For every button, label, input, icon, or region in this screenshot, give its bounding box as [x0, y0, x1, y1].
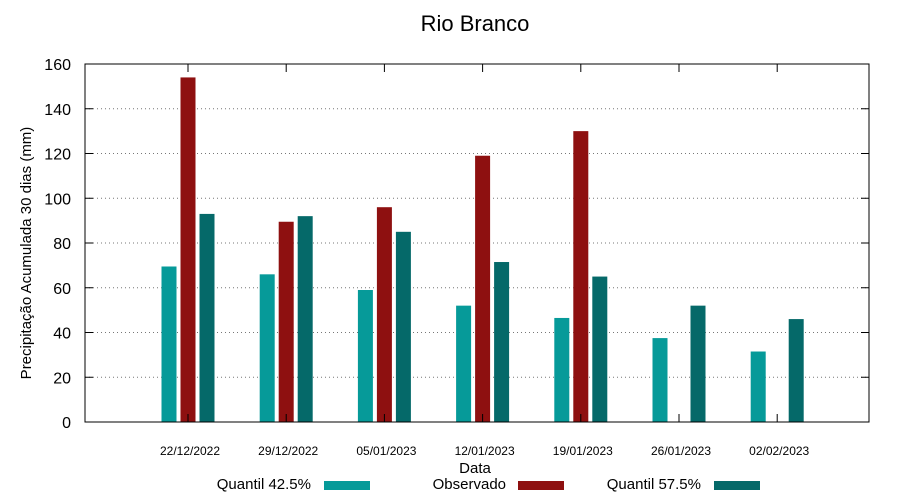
bar-quantil-42-5--6	[750, 351, 766, 422]
bar-quantil-42-5--4	[554, 317, 570, 422]
bars	[161, 77, 804, 423]
bar-observado-1	[278, 221, 294, 422]
y-tick-label: 0	[62, 415, 71, 432]
bar-quantil-57-5--5	[690, 305, 706, 422]
bar-quantil-42-5--0	[161, 266, 177, 422]
bar-quantil-57-5--2	[395, 231, 411, 422]
bar-observado-0	[180, 77, 196, 423]
x-tick-label: 05/01/2023	[356, 444, 416, 458]
y-tick-label: 120	[44, 147, 71, 164]
legend: Quantil 42.5% Observado Quantil 57.5%	[217, 476, 760, 493]
chart-title: Rio Branco	[421, 11, 530, 36]
bar-quantil-42-5--2	[357, 289, 373, 422]
y-tick-label: 40	[53, 326, 71, 343]
bar-quantil-42-5--3	[456, 305, 472, 422]
bar-quantil-57-5--3	[494, 262, 510, 422]
y-axis-label: Precipitação Acumulada 30 dias (mm)	[18, 127, 35, 380]
x-tick-label: 19/01/2023	[553, 444, 613, 458]
x-axis-label: Data	[459, 460, 491, 477]
x-tick-label: 02/02/2023	[749, 444, 809, 458]
y-tick-label: 60	[53, 281, 71, 298]
legend-swatch	[714, 481, 760, 490]
bar-quantil-42-5--1	[259, 274, 275, 422]
bar-quantil-57-5--1	[297, 216, 313, 422]
legend-swatch	[518, 481, 564, 490]
bar-quantil-57-5--6	[788, 319, 804, 422]
y-tick-label: 160	[44, 57, 71, 74]
legend-swatch	[324, 481, 370, 490]
y-tick-label: 100	[44, 191, 71, 208]
y-tick-label: 140	[44, 102, 71, 119]
x-tick-label: 26/01/2023	[651, 444, 711, 458]
y-tick-label: 80	[53, 236, 71, 253]
bar-observado-3	[475, 155, 491, 423]
y-tick-label: 20	[53, 370, 71, 387]
x-axis: 22/12/2022 29/12/2022 05/01/2023 12/01/2023…	[160, 64, 810, 458]
legend-label: Quantil 57.5%	[607, 476, 701, 493]
bar-observado-4	[573, 131, 589, 422]
bar-quantil-57-5--4	[592, 276, 608, 422]
bar-quantil-57-5--0	[199, 213, 215, 422]
x-tick-label: 12/01/2023	[455, 444, 515, 458]
x-tick-label: 29/12/2022	[258, 444, 318, 458]
legend-label: Observado	[433, 476, 506, 493]
x-tick-label: 22/12/2022	[160, 444, 220, 458]
y-axis: 0 20 40 60 80 100 120 140 160	[44, 57, 869, 432]
bar-quantil-42-5--5	[652, 338, 668, 422]
legend-label: Quantil 42.5%	[217, 476, 311, 493]
bar-observado-2	[376, 207, 392, 422]
